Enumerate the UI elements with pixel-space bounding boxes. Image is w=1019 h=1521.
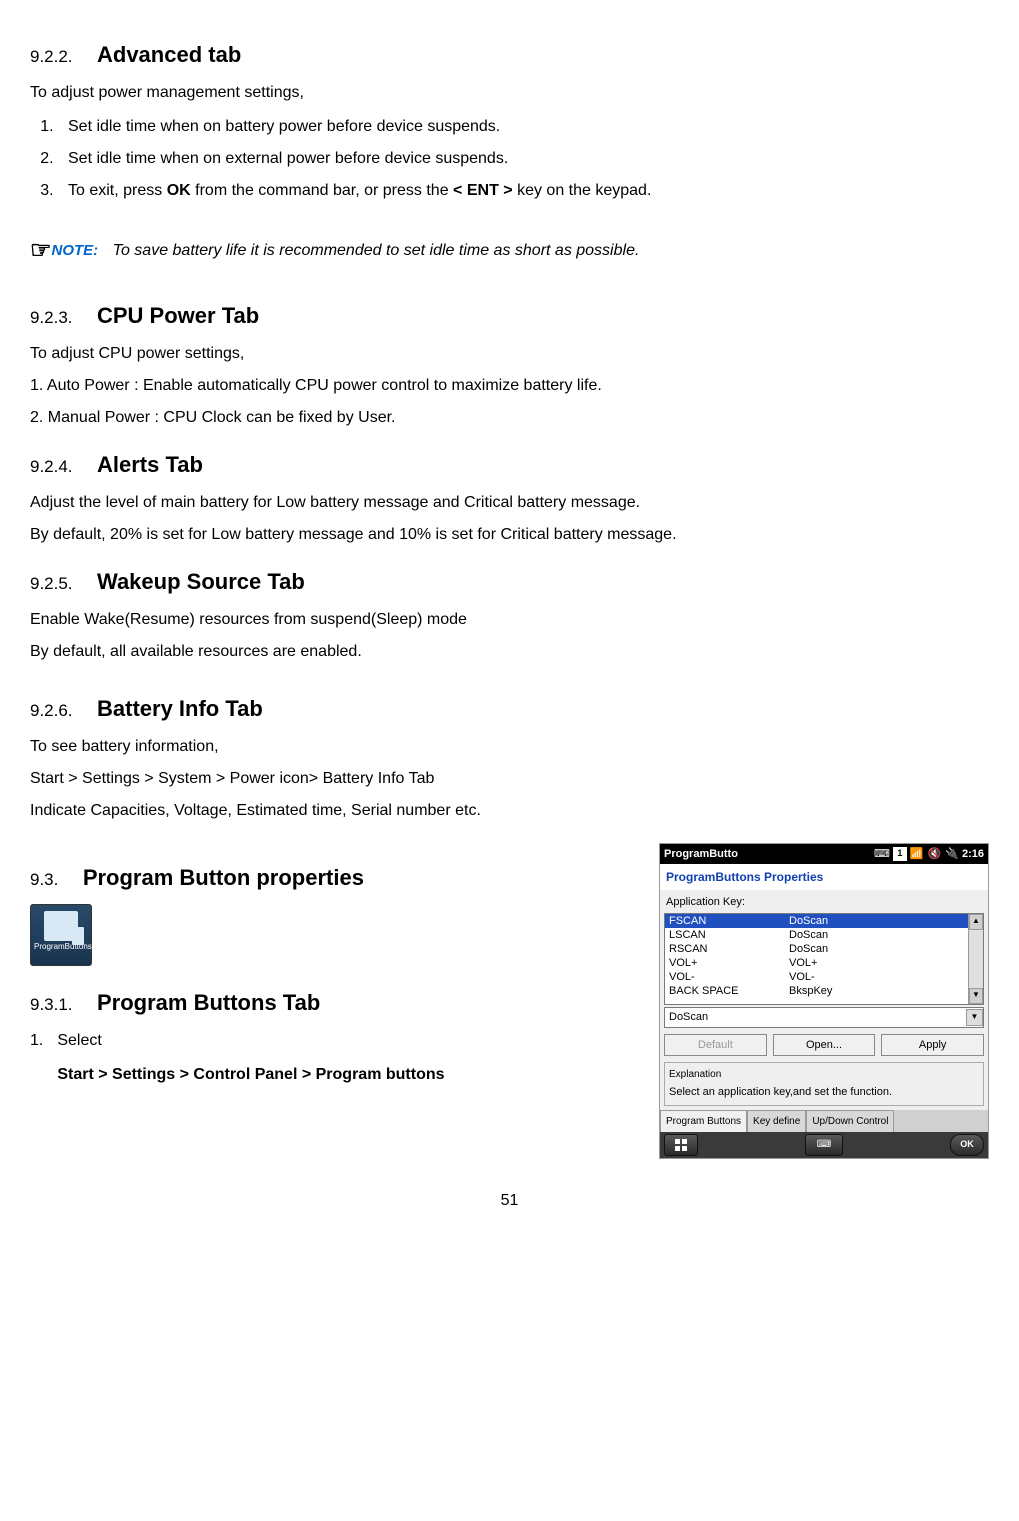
line-923-1: 1. Auto Power : Enable automatically CPU… [30,374,989,398]
intro-922: To adjust power management settings, [30,81,989,105]
signal-icon: 📶 [909,846,925,863]
step-931-label: Select [57,1029,639,1053]
open-button[interactable]: Open... [773,1034,876,1057]
tab-key-define[interactable]: Key define [747,1110,806,1132]
heading-title: CPU Power Tab [97,303,259,328]
heading-926: 9.2.6. Battery Info Tab [30,692,989,725]
note-text: To save battery life it is recommended t… [113,242,640,259]
heading-93: 9.3. Program Button properties [30,861,639,894]
heading-925: 9.2.5. Wakeup Source Tab [30,565,989,598]
chevron-down-icon[interactable]: ▼ [966,1009,983,1026]
button-row: Default Open... Apply [660,1030,988,1061]
heading-num: 9.2.3. [30,308,73,327]
step-931-num: 1. [30,1029,43,1091]
line-925-1: Enable Wake(Resume) resources from suspe… [30,608,989,632]
list-item[interactable]: VOL+VOL+ [665,956,983,970]
line-923-2: 2. Manual Power : CPU Clock can be fixed… [30,406,989,430]
explanation-text: Select an application key,and set the fu… [669,1084,979,1101]
clock-text: 2:16 [962,846,984,863]
properties-title: ProgramButtons Properties [660,864,988,890]
list-item[interactable]: LSCANDoScan [665,928,983,942]
list-item[interactable]: RSCANDoScan [665,942,983,956]
heading-922: 9.2.2. Advanced tab [30,38,989,71]
page-number: 51 [30,1189,989,1213]
action-dropdown[interactable]: DoScan ▼ [664,1007,984,1028]
step-item: Set idle time when on external power bef… [58,147,989,171]
heading-924: 9.2.4. Alerts Tab [30,448,989,481]
start-button[interactable] [664,1134,698,1156]
heading-923: 9.2.3. CPU Power Tab [30,299,989,332]
embedded-screenshot: ProgramButto ⌨ 1 📶 🔇 🔌 2:16 ProgramButto… [659,843,989,1159]
heading-num: 9.2.2. [30,47,73,66]
intro-923: To adjust CPU power settings, [30,342,989,366]
battery-icon: 🔌 [944,846,960,863]
apply-button[interactable]: Apply [881,1034,984,1057]
scroll-up-icon[interactable]: ▲ [969,914,983,930]
bottombar: ⌨ OK [660,1132,988,1158]
list-item[interactable]: VOL-VOL- [665,970,983,984]
list-item[interactable]: FSCANDoScan [665,914,983,928]
application-key-label: Application Key: [660,892,988,913]
heading-num: 9.3. [30,870,58,889]
heading-title: Advanced tab [97,42,241,67]
step-931-body: Select Start > Settings > Control Panel … [57,1029,639,1091]
windows-icon [674,1138,688,1152]
heading-num: 9.2.6. [30,701,73,720]
titlebar: ProgramButto ⌨ 1 📶 🔇 🔌 2:16 [660,844,988,864]
note-pointer-icon: ☞ [30,237,52,264]
step-931-path: Start > Settings > Control Panel > Progr… [57,1059,639,1091]
heading-num: 9.3.1. [30,995,73,1014]
intro-926: To see battery information, [30,735,989,759]
keyboard-button[interactable]: ⌨ [805,1134,843,1156]
note-block: ☞NOTE: To save battery life it is recomm… [30,233,989,269]
line-925-2: By default, all available resources are … [30,640,989,664]
keyboard-indicator-icon: ⌨ [873,846,891,863]
keyboard-icon: ⌨ [817,1137,831,1152]
step-item: To exit, press OK from the command bar, … [58,179,989,203]
section-93-row: 9.3. Program Button properties ProgramBu… [30,843,989,1159]
titlebar-icons: ⌨ 1 📶 🔇 🔌 2:16 [873,846,984,863]
heading-num: 9.2.5. [30,574,73,593]
note-label: NOTE: [52,242,99,259]
program-buttons-window: ProgramButto ⌨ 1 📶 🔇 🔌 2:16 ProgramButto… [659,843,989,1159]
dropdown-value: DoScan [669,1009,708,1026]
tab-bar: Program Buttons Key define Up/Down Contr… [660,1110,988,1132]
steps-922: Set idle time when on battery power befo… [30,115,989,203]
program-buttons-icon-graphic [44,911,78,941]
step-931: 1. Select Start > Settings > Control Pan… [30,1029,639,1091]
explanation-fieldset: Explanation Select an application key,an… [664,1062,984,1106]
heading-title: Battery Info Tab [97,696,263,721]
heading-num: 9.2.4. [30,457,73,476]
heading-title: Program Button properties [83,865,364,890]
tab-updown-control[interactable]: Up/Down Control [806,1110,894,1132]
line-924-1: Adjust the level of main battery for Low… [30,491,989,515]
window-title: ProgramButto [664,846,738,863]
scroll-down-icon[interactable]: ▼ [969,988,983,1004]
heading-title: Wakeup Source Tab [97,569,305,594]
listbox-scrollbar[interactable]: ▲ ▼ [968,914,983,1004]
ok-button[interactable]: OK [950,1134,984,1156]
step-item: Set idle time when on battery power befo… [58,115,989,139]
heading-title: Program Buttons Tab [97,990,320,1015]
line-926-1: Start > Settings > System > Power icon> … [30,767,989,791]
default-button[interactable]: Default [664,1034,767,1057]
application-key-listbox[interactable]: FSCANDoScan LSCANDoScan RSCANDoScan VOL+… [664,913,984,1005]
section-93-left: 9.3. Program Button properties ProgramBu… [30,843,639,1099]
line-926-2: Indicate Capacities, Voltage, Estimated … [30,799,989,823]
program-buttons-icon: ProgramButtons [30,904,92,966]
tab-program-buttons[interactable]: Program Buttons [660,1110,747,1132]
heading-931: 9.3.1. Program Buttons Tab [30,986,639,1019]
list-item[interactable]: BACK SPACEBkspKey [665,984,983,998]
heading-title: Alerts Tab [97,452,203,477]
line-924-2: By default, 20% is set for Low battery m… [30,523,989,547]
volume-icon: 🔇 [927,846,943,863]
explanation-label: Explanation [669,1067,979,1082]
input-indicator-icon: 1 [893,847,907,861]
